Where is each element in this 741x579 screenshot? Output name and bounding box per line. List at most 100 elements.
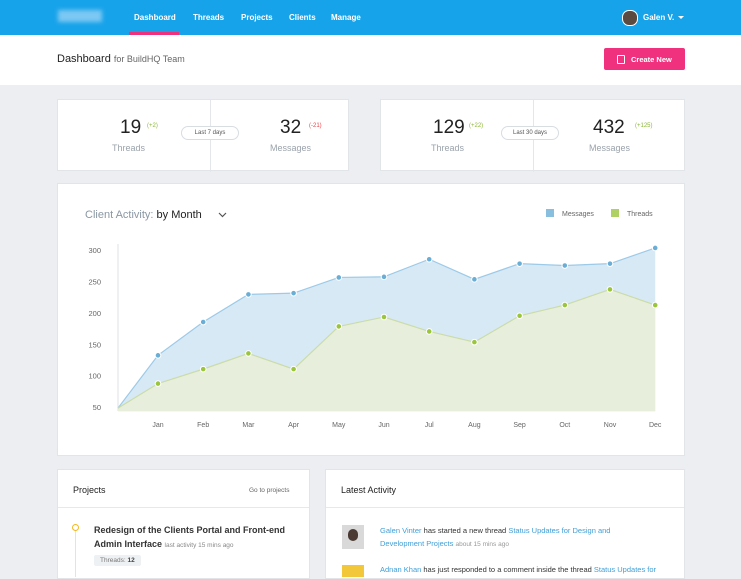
stat-label: Messages [589, 143, 631, 153]
projects-link[interactable]: Go to projects [249, 487, 290, 494]
divider [326, 507, 684, 508]
user-caret[interactable] [678, 16, 684, 19]
button-icon [617, 55, 625, 64]
chart-title: Client Activity: by Month [85, 209, 202, 221]
x-tick-label: Jul [425, 422, 434, 429]
y-tick-label: 100 [88, 372, 101, 381]
activity-user[interactable]: Galen Vinter [380, 526, 422, 535]
user-avatar [342, 565, 364, 577]
badge-count: 12 [127, 557, 135, 564]
y-tick-label: 200 [88, 309, 101, 318]
data-point [516, 312, 523, 320]
stat-value: 32 [280, 117, 302, 138]
nav-item[interactable]: Threads [193, 13, 225, 22]
stat-value: 432 [593, 117, 625, 138]
x-tick-label: Nov [604, 422, 617, 429]
activity-user[interactable]: Adnan Khan [380, 565, 422, 574]
activity-time: about 15 mins ago [455, 541, 509, 548]
period-pill[interactable]: Last 7 days [181, 126, 239, 140]
x-tick-label: Mar [242, 422, 255, 429]
dropdown-caret[interactable] [218, 212, 227, 218]
x-tick-label: Apr [288, 422, 300, 429]
badge-label: Threads: [100, 557, 126, 564]
data-point [380, 273, 388, 281]
data-point [335, 274, 343, 281]
subtitle: for BuildHQ Team [113, 54, 185, 64]
user-name[interactable]: Galen V. [643, 13, 675, 22]
nav-item[interactable]: Clients [289, 13, 316, 22]
timeline [75, 527, 76, 577]
page-header: Dashboard for BuildHQ Team Create New [0, 35, 741, 85]
user-avatar[interactable] [622, 10, 638, 26]
data-point [425, 328, 433, 335]
title-label: Client Activity: [85, 209, 153, 221]
projects-card: Projects Go to projects Redesign of the … [57, 469, 310, 579]
card-title: Latest Activity [341, 485, 397, 495]
x-tick-label: Dec [649, 422, 662, 429]
stats-card: 129 (+22) Threads Last 30 days 432 (+125… [380, 99, 685, 172]
nav-item[interactable]: Manage [331, 13, 361, 22]
y-tick-label: 150 [88, 340, 101, 349]
avatar-face [348, 529, 358, 541]
x-tick-label: Aug [468, 422, 481, 429]
legend-label: Threads [627, 211, 653, 218]
activity-entry: Galen Vinter has started a new thread St… [380, 524, 650, 551]
divider [58, 507, 309, 508]
legend-swatch [546, 209, 554, 217]
title-option[interactable]: by Month [157, 209, 202, 221]
stat-value: 129 [433, 117, 465, 138]
nav-item[interactable]: Projects [241, 13, 273, 22]
page-title: Dashboard for BuildHQ Team [57, 53, 185, 65]
project-entry: Redesign of the Clients Portal and Front… [94, 523, 299, 553]
activity-action: has started a new thread [423, 526, 507, 535]
x-tick-label: Jun [378, 422, 389, 429]
button-label: Create New [631, 55, 672, 64]
threads-badge: Threads: 12 [94, 555, 141, 566]
data-point [651, 301, 659, 309]
stat-change: (-21) [309, 123, 322, 129]
data-point [516, 260, 523, 267]
data-point [471, 276, 478, 283]
logo[interactable] [58, 10, 102, 22]
activity-thread[interactable]: Status Updates for Design and Developmen… [380, 526, 611, 548]
legend-swatch [611, 209, 619, 217]
stats-card: 19 (+2) Threads Last 7 days 32 (-21) Mes… [57, 99, 349, 172]
data-point [290, 289, 297, 297]
data-point [154, 380, 162, 387]
x-tick-label: May [332, 422, 346, 429]
stat-label: Messages [270, 143, 312, 153]
top-nav: Dashboard Threads Projects Clients Manag… [0, 0, 741, 35]
data-point [606, 286, 614, 293]
stat-label: Threads [112, 143, 146, 153]
stat-change: (+2) [147, 123, 158, 129]
period-pill[interactable]: Last 30 days [501, 126, 559, 140]
create-button[interactable]: Create New [604, 48, 685, 70]
project-name[interactable]: Redesign of the Clients Portal and Front… [94, 525, 286, 549]
stat-change: (+125) [635, 123, 653, 129]
data-point [245, 350, 252, 357]
legend-label: Messages [562, 211, 594, 218]
y-tick-label: 250 [88, 277, 101, 286]
stat-change: (+22) [469, 123, 484, 129]
data-point [606, 260, 614, 267]
data-point [199, 318, 207, 326]
nav-item[interactable]: Dashboard [134, 13, 176, 22]
card-title: Projects [73, 485, 106, 495]
x-tick-label: Feb [197, 422, 209, 429]
data-point [561, 262, 569, 269]
timeline-dot [72, 524, 79, 531]
data-point [425, 255, 433, 263]
user-avatar [342, 525, 364, 549]
data-point [290, 365, 297, 373]
active-indicator [129, 32, 179, 35]
stat-value: 19 [120, 117, 142, 138]
data-point [335, 323, 343, 330]
activity-thread[interactable]: Status Updates for [593, 565, 657, 574]
data-point [154, 352, 162, 359]
data-point [651, 244, 659, 252]
activity-entry: Adnan Khan has just responded to a comme… [380, 563, 656, 576]
chart-card: Client Activity: by Month 50 100 150 200 250… [57, 183, 685, 456]
chart: Client Activity: by Month 50 100 150 200 250… [85, 209, 662, 429]
activity-action: has just responded to a comment inside t… [423, 565, 592, 574]
